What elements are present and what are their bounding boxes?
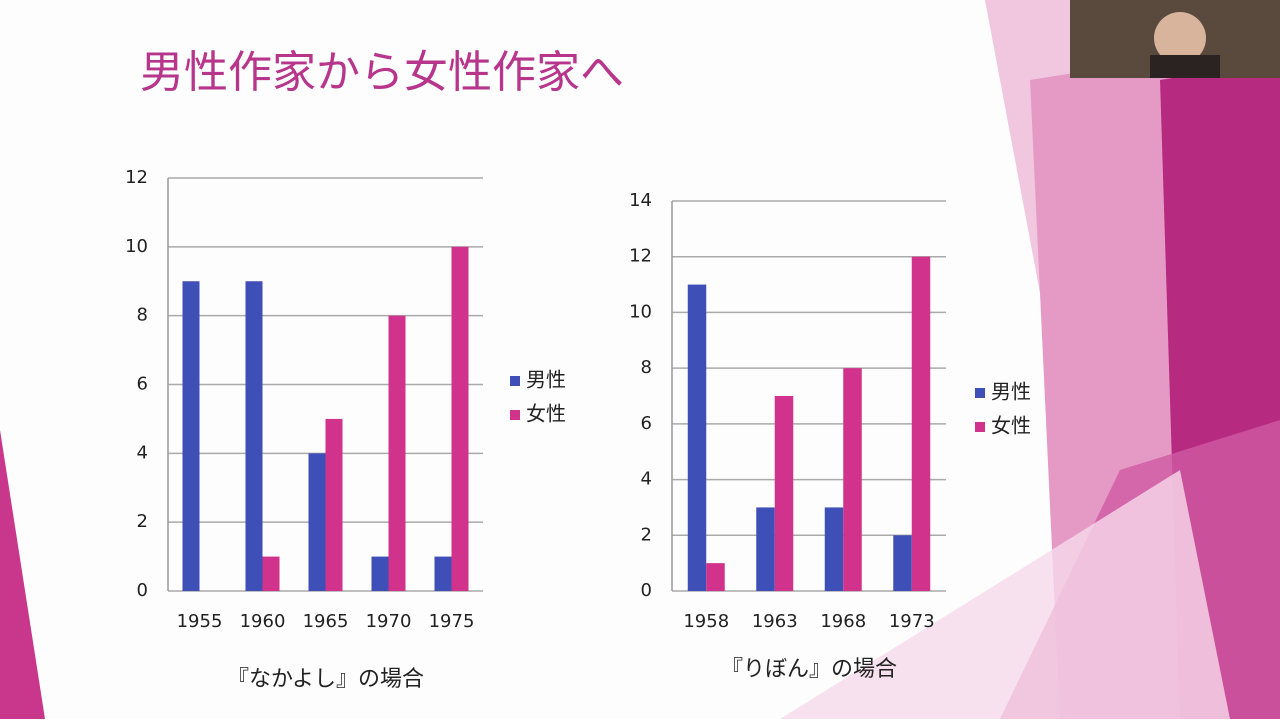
decor-shape bbox=[0, 430, 45, 719]
bar bbox=[843, 368, 862, 591]
bar bbox=[434, 556, 452, 591]
x-tick-label: 1955 bbox=[177, 611, 223, 632]
video-person bbox=[1150, 55, 1220, 78]
decor-shape bbox=[780, 470, 1230, 719]
legend-label: 男性 bbox=[526, 368, 566, 392]
x-tick-label: 1965 bbox=[303, 611, 349, 632]
y-tick-label: 8 bbox=[641, 357, 652, 378]
video-person bbox=[1154, 12, 1206, 64]
y-tick-label: 2 bbox=[641, 524, 652, 545]
bar bbox=[893, 535, 912, 591]
bar bbox=[388, 315, 406, 591]
x-tick-label: 1963 bbox=[752, 611, 798, 632]
legend-label: 女性 bbox=[991, 414, 1031, 438]
y-tick-label: 14 bbox=[629, 190, 652, 211]
legend-swatch bbox=[510, 410, 520, 420]
slide-title: 男性作家から女性作家へ bbox=[140, 47, 624, 98]
bar bbox=[756, 507, 775, 591]
legend-label: 男性 bbox=[991, 380, 1031, 404]
legend-swatch bbox=[975, 422, 985, 432]
y-tick-label: 0 bbox=[137, 580, 148, 601]
y-tick-label: 12 bbox=[125, 167, 148, 188]
y-tick-label: 10 bbox=[125, 236, 148, 257]
x-tick-label: 1958 bbox=[683, 611, 729, 632]
y-tick-label: 12 bbox=[629, 246, 652, 267]
y-tick-label: 0 bbox=[641, 580, 652, 601]
y-tick-label: 4 bbox=[641, 469, 652, 490]
bar bbox=[706, 563, 725, 591]
y-tick-label: 4 bbox=[137, 442, 148, 463]
y-tick-label: 6 bbox=[137, 374, 148, 395]
bar bbox=[774, 396, 794, 591]
bar bbox=[451, 246, 469, 592]
bar bbox=[824, 507, 844, 591]
bar bbox=[325, 418, 343, 591]
bar bbox=[245, 281, 263, 591]
legend-swatch bbox=[975, 388, 985, 398]
bar bbox=[911, 256, 931, 591]
x-tick-label: 1968 bbox=[820, 611, 866, 632]
legend-label: 女性 bbox=[526, 402, 566, 426]
y-tick-label: 10 bbox=[629, 301, 652, 322]
bar bbox=[687, 284, 707, 591]
x-tick-label: 1960 bbox=[240, 611, 286, 632]
bar bbox=[308, 453, 326, 591]
bar bbox=[262, 556, 280, 591]
x-tick-label: 1975 bbox=[429, 611, 475, 632]
chart-caption: 『りぼん』の場合 bbox=[721, 657, 897, 682]
y-tick-label: 8 bbox=[137, 305, 148, 326]
x-tick-label: 1970 bbox=[366, 611, 412, 632]
y-tick-label: 2 bbox=[137, 511, 148, 532]
x-tick-label: 1973 bbox=[889, 611, 935, 632]
chart-caption: 『なかよし』の場合 bbox=[227, 667, 424, 692]
bar bbox=[182, 281, 200, 591]
y-tick-label: 6 bbox=[641, 413, 652, 434]
bar bbox=[371, 556, 389, 591]
legend-swatch bbox=[510, 376, 520, 386]
